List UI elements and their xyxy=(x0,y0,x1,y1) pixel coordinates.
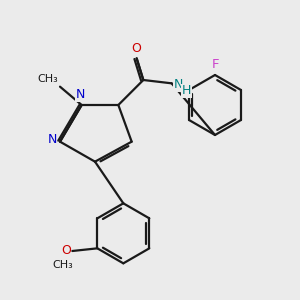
Text: CH₃: CH₃ xyxy=(52,260,73,270)
Text: N: N xyxy=(47,134,57,146)
Text: H: H xyxy=(182,84,191,97)
Text: N: N xyxy=(173,79,183,92)
Text: CH₃: CH₃ xyxy=(38,74,58,84)
Text: N: N xyxy=(75,88,85,101)
Text: O: O xyxy=(61,244,71,257)
Text: F: F xyxy=(211,58,219,71)
Text: O: O xyxy=(132,42,142,55)
